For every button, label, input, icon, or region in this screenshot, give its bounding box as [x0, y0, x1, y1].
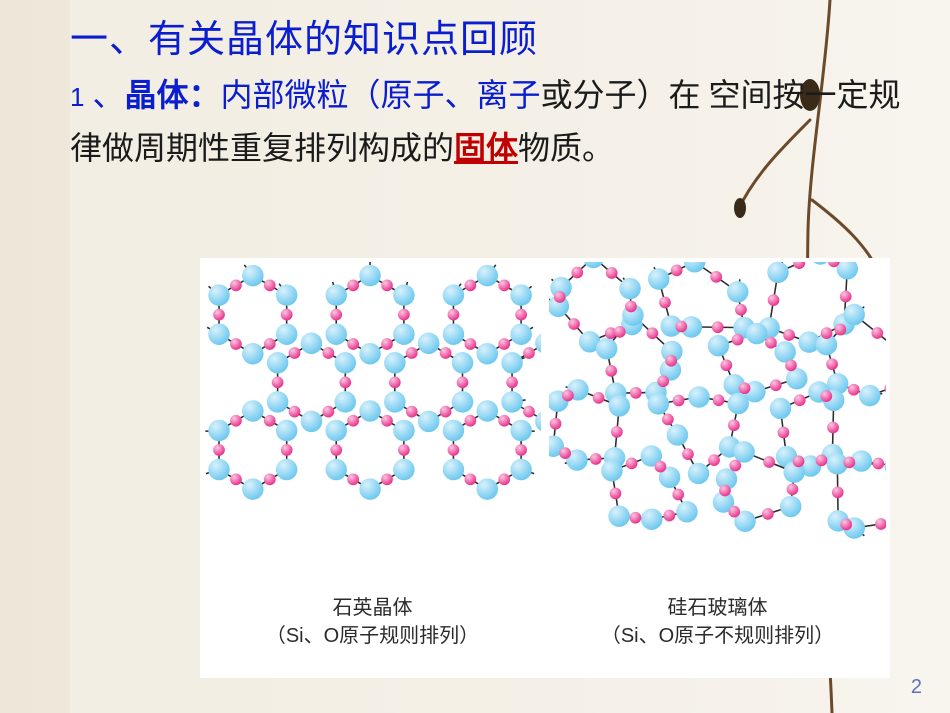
keyword-solid: 固体 [454, 130, 518, 166]
quartz-crystal-column: 石英晶体 （Si、O原子规则排列） [200, 258, 545, 678]
slide-title: 一、有关晶体的知识点回顾 [70, 8, 930, 63]
page-number: 2 [911, 676, 922, 699]
diagram-panel: 石英晶体 （Si、O原子规则排列） 硅石玻璃体 （Si、O原子不规则排列） [200, 258, 890, 678]
silica-glass-column: 硅石玻璃体 （Si、O原子不规则排列） [545, 258, 890, 678]
paper-texture [0, 0, 70, 713]
item-number: 1 [70, 82, 84, 112]
definition-paragraph: 1 、晶体：内部微粒（原子、离子或分子）在 空间按一定规律做周期性重复排列构成的… [70, 69, 930, 175]
silica-glass-diagram [549, 262, 886, 592]
slide-content: 一、有关晶体的知识点回顾 1 、晶体：内部微粒（原子、离子或分子）在 空间按一定… [70, 8, 930, 175]
glass-caption: 硅石玻璃体 （Si、O原子不规则排列） [601, 594, 834, 650]
term-crystal: 晶体： [124, 77, 220, 113]
quartz-crystal-diagram [204, 262, 541, 592]
quartz-caption: 石英晶体 （Si、O原子规则排列） [266, 594, 479, 650]
